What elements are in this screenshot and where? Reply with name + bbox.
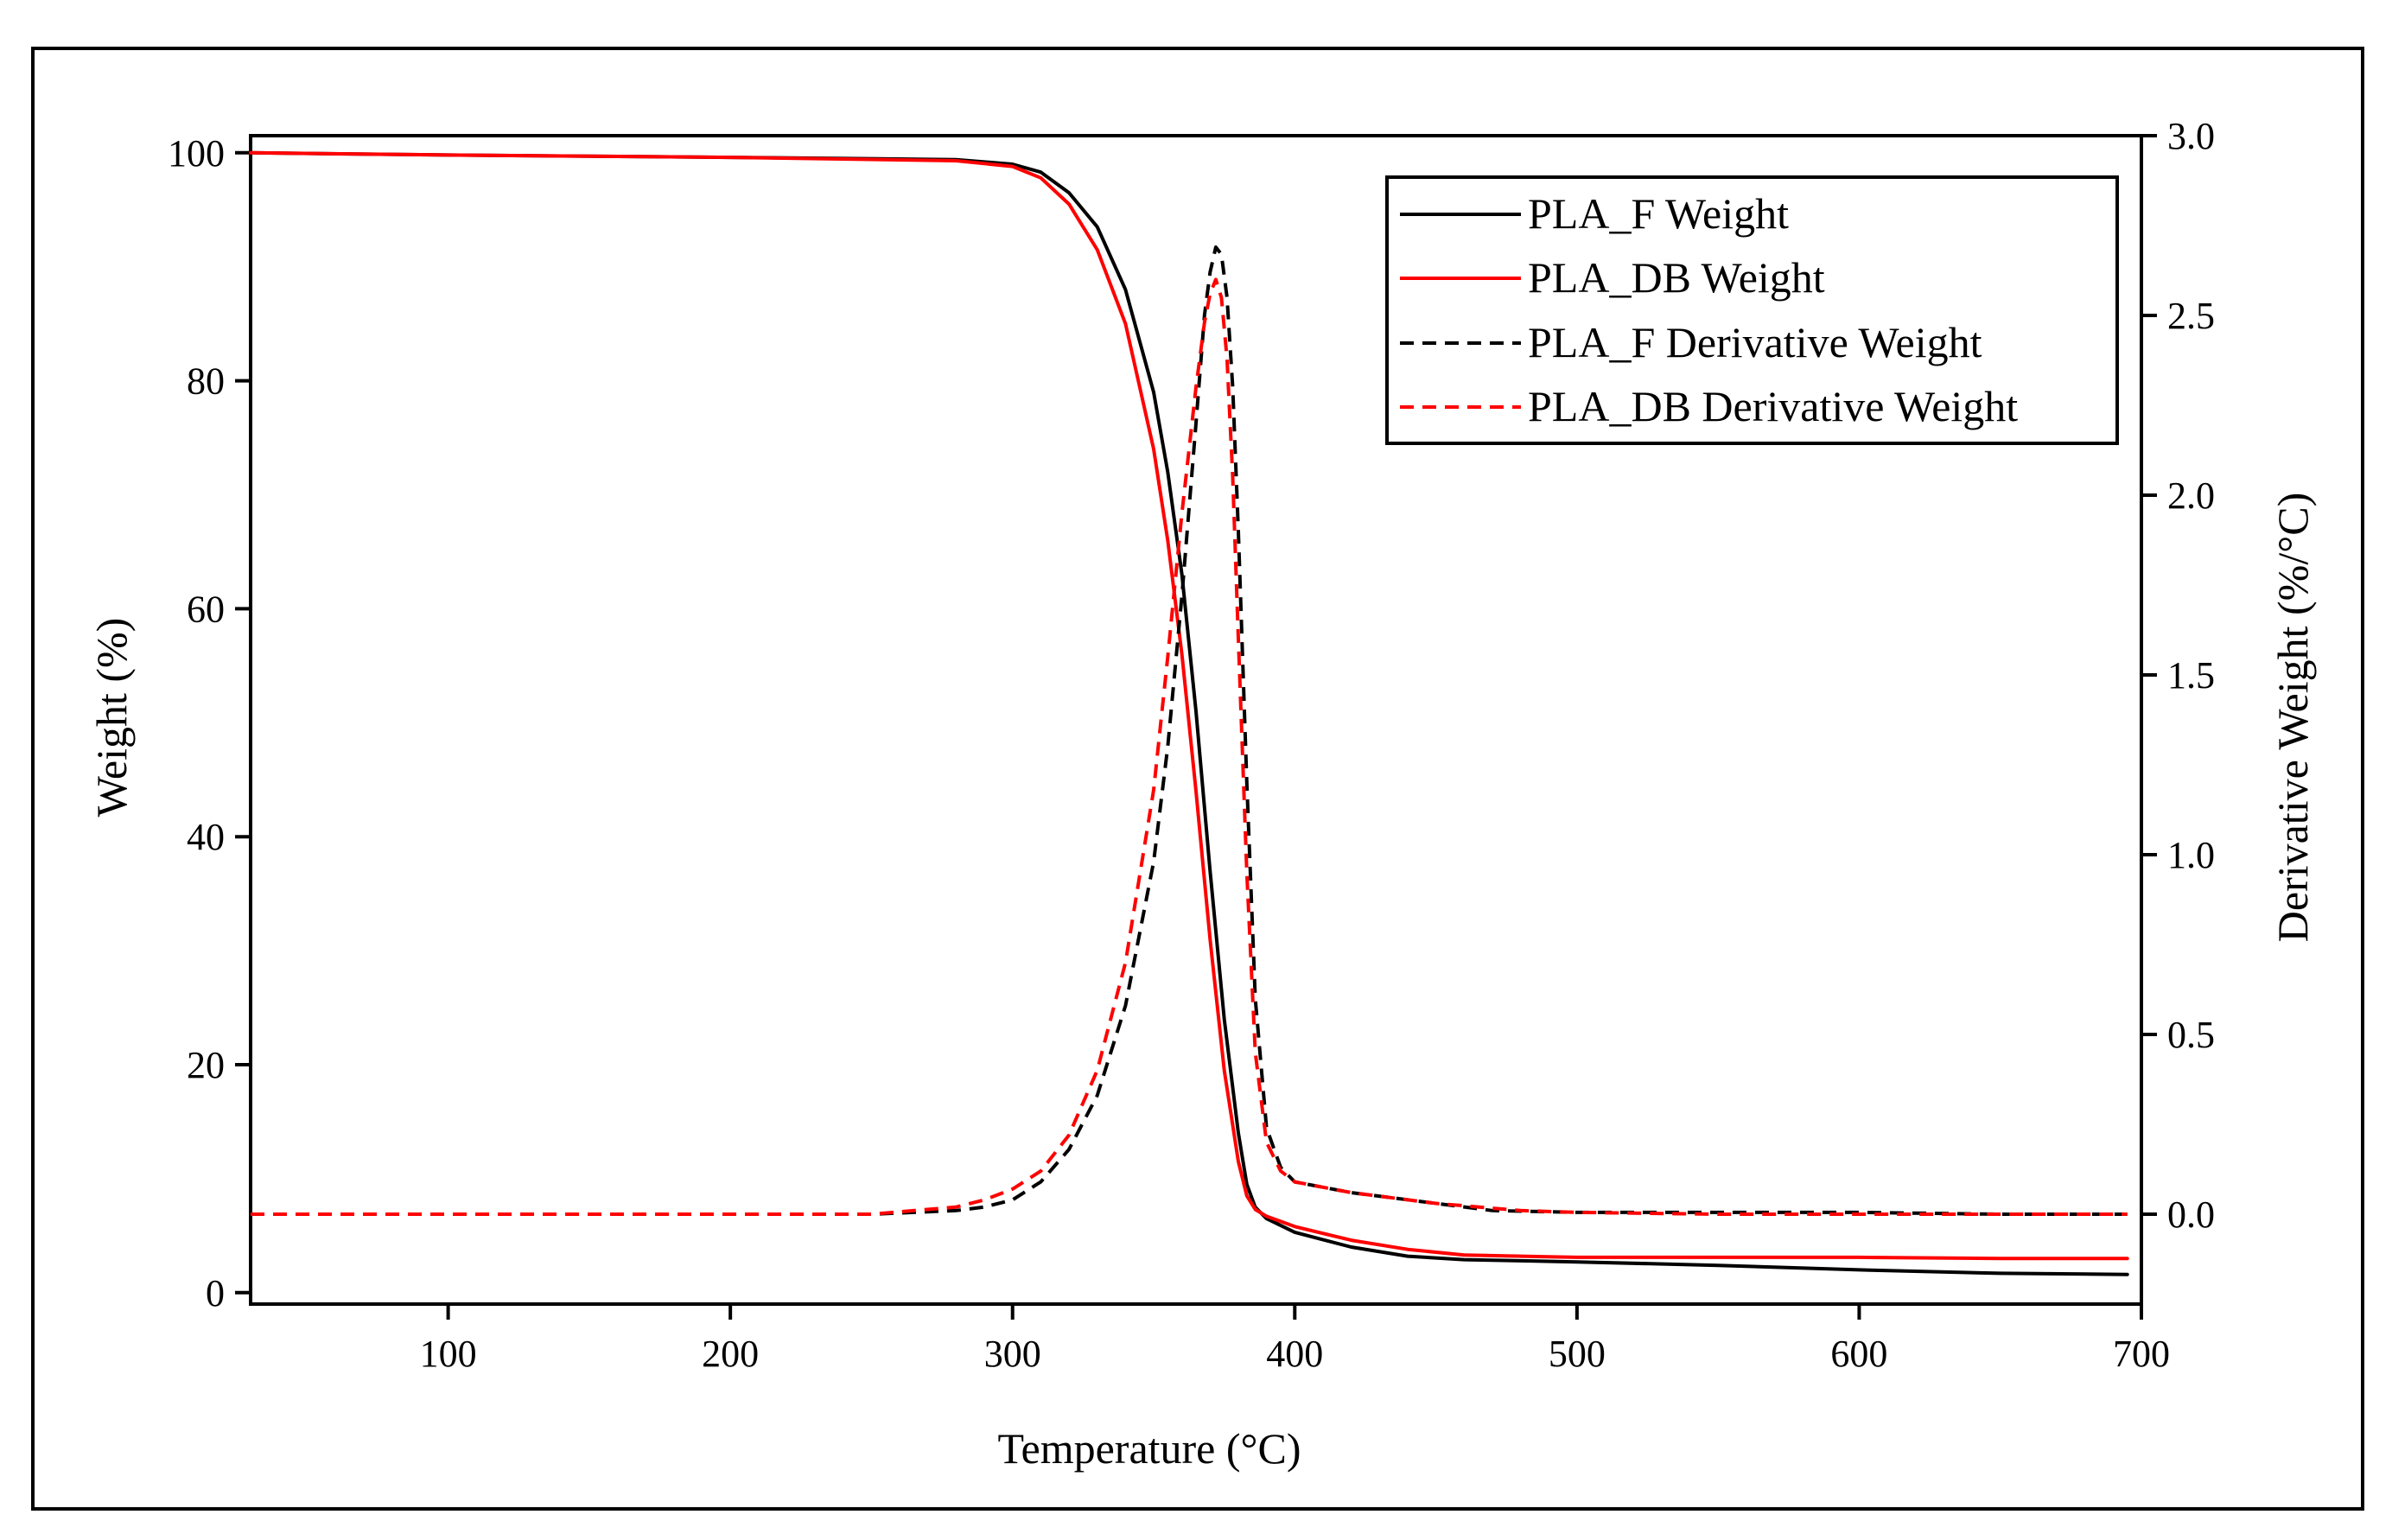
y-axis-title: Weight (%) <box>87 618 136 818</box>
y-tick-label: 80 <box>187 360 225 403</box>
y2-axis-ticks: 0.0 0.5 1.0 1.5 2.0 2.5 3.0 <box>2141 115 2215 1236</box>
y-tick-label: 0 <box>206 1272 225 1314</box>
y2-tick-label: 0.5 <box>2167 1014 2215 1056</box>
x-axis-ticks: 100 200 300 400 500 600 700 <box>420 1304 2170 1375</box>
y-tick-label: 60 <box>187 588 225 630</box>
x-tick-label: 500 <box>1549 1333 1606 1375</box>
y2-tick-label: 2.5 <box>2167 295 2215 337</box>
x-tick-label: 300 <box>984 1333 1041 1375</box>
y2-tick-label: 1.5 <box>2167 654 2215 697</box>
legend-label-pla-f-derivative: PLA_F Derivative Weight <box>1528 318 1982 366</box>
legend-label-pla-db-weight: PLA_DB Weight <box>1528 253 1825 302</box>
series-line-pla-f-weight <box>249 150 2129 1276</box>
y2-axis-title: Derivative Weight (%/°C) <box>2268 493 2317 942</box>
y-tick-label: 100 <box>168 132 225 175</box>
y2-tick-label: 3.0 <box>2167 115 2215 157</box>
series-line-pla-db-weight <box>249 150 2129 1261</box>
x-tick-label: 100 <box>420 1333 477 1375</box>
series-line-pla-f-derivative-weight <box>251 245 2128 1216</box>
x-tick-label: 200 <box>702 1333 759 1375</box>
y-axis-ticks: 0 20 40 60 80 100 <box>168 132 251 1314</box>
legend-label-pla-db-derivative: PLA_DB Derivative Weight <box>1528 382 2018 430</box>
series-line-pla-db-derivative-weight <box>251 277 2128 1216</box>
legend: PLA_F Weight PLA_DB Weight PLA_F Derivat… <box>1385 175 2119 445</box>
y-tick-label: 40 <box>187 816 225 858</box>
x-axis-title: Temperature (°C) <box>997 1424 1301 1473</box>
legend-box <box>1385 175 2119 445</box>
x-tick-label: 700 <box>2113 1333 2170 1375</box>
x-tick-label: 600 <box>1830 1333 1887 1375</box>
y2-tick-label: 1.0 <box>2167 834 2215 876</box>
plot-frame <box>249 134 2143 1306</box>
y-tick-label: 20 <box>187 1044 225 1086</box>
y2-tick-label: 0.0 <box>2167 1193 2215 1236</box>
legend-label-pla-f-weight: PLA_F Weight <box>1528 189 1789 238</box>
y2-tick-label: 2.0 <box>2167 474 2215 517</box>
series-lines <box>249 150 2129 1276</box>
x-tick-label: 400 <box>1266 1333 1323 1375</box>
